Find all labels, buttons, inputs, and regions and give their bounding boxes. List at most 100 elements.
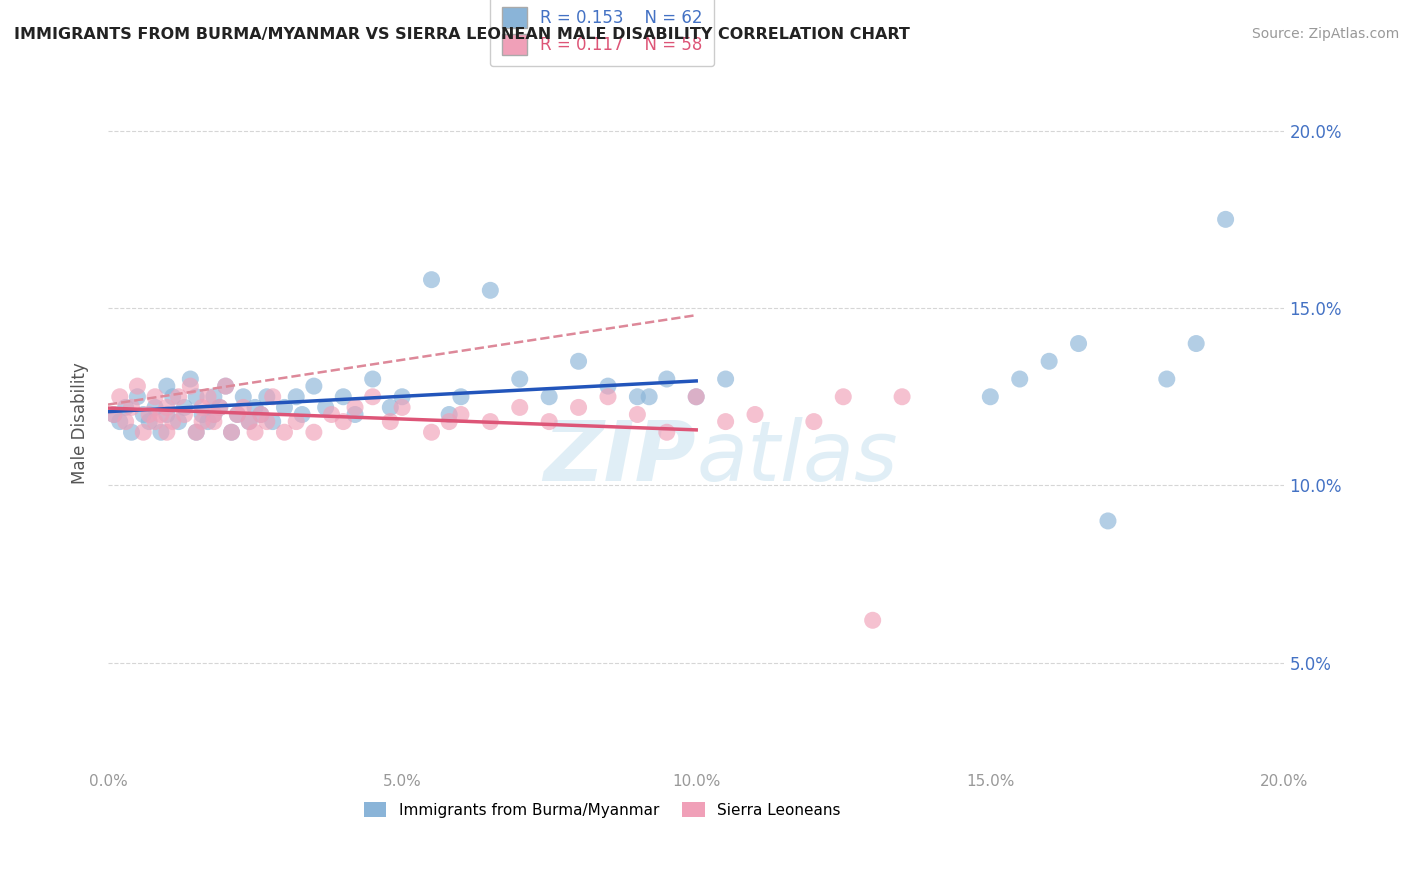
Point	[167, 415, 190, 429]
Point	[538, 390, 561, 404]
Point	[162, 415, 184, 429]
Point	[149, 425, 172, 440]
Point	[256, 390, 278, 404]
Point	[315, 401, 337, 415]
Point	[1008, 372, 1031, 386]
Point	[273, 401, 295, 415]
Point	[344, 408, 367, 422]
Point	[744, 408, 766, 422]
Point	[380, 401, 402, 415]
Point	[156, 408, 179, 422]
Point	[479, 283, 502, 297]
Point	[121, 425, 143, 440]
Text: IMMIGRANTS FROM BURMA/MYANMAR VS SIERRA LEONEAN MALE DISABILITY CORRELATION CHAR: IMMIGRANTS FROM BURMA/MYANMAR VS SIERRA …	[14, 27, 910, 42]
Point	[114, 401, 136, 415]
Text: Source: ZipAtlas.com: Source: ZipAtlas.com	[1251, 27, 1399, 41]
Point	[143, 415, 166, 429]
Point	[832, 390, 855, 404]
Point	[149, 408, 172, 422]
Point	[302, 379, 325, 393]
Point	[638, 390, 661, 404]
Point	[803, 415, 825, 429]
Point	[509, 372, 531, 386]
Point	[202, 415, 225, 429]
Point	[479, 415, 502, 429]
Point	[156, 401, 179, 415]
Point	[202, 408, 225, 422]
Point	[979, 390, 1001, 404]
Point	[191, 401, 214, 415]
Point	[437, 415, 460, 429]
Point	[103, 408, 125, 422]
Point	[162, 390, 184, 404]
Point	[132, 425, 155, 440]
Point	[391, 390, 413, 404]
Point	[285, 415, 308, 429]
Point	[226, 408, 249, 422]
Point	[214, 379, 236, 393]
Point	[291, 408, 314, 422]
Point	[256, 415, 278, 429]
Point	[655, 372, 678, 386]
Point	[420, 425, 443, 440]
Point	[173, 401, 195, 415]
Point	[1156, 372, 1178, 386]
Point	[862, 613, 884, 627]
Point	[127, 379, 149, 393]
Point	[714, 372, 737, 386]
Point	[450, 408, 472, 422]
Text: atlas: atlas	[696, 417, 898, 499]
Point	[332, 390, 354, 404]
Point	[250, 408, 273, 422]
Point	[332, 415, 354, 429]
Point	[127, 390, 149, 404]
Point	[655, 425, 678, 440]
Point	[238, 415, 260, 429]
Point	[191, 408, 214, 422]
Point	[156, 379, 179, 393]
Point	[191, 415, 214, 429]
Point	[1185, 336, 1208, 351]
Point	[344, 401, 367, 415]
Point	[208, 401, 231, 415]
Point	[1038, 354, 1060, 368]
Point	[202, 390, 225, 404]
Point	[891, 390, 914, 404]
Point	[186, 425, 208, 440]
Point	[420, 273, 443, 287]
Text: ZIP: ZIP	[544, 417, 696, 499]
Point	[108, 415, 131, 429]
Point	[156, 425, 179, 440]
Point	[380, 415, 402, 429]
Point	[208, 401, 231, 415]
Point	[232, 401, 254, 415]
Point	[232, 390, 254, 404]
Point	[108, 390, 131, 404]
Point	[262, 390, 284, 404]
Point	[243, 425, 266, 440]
Point	[685, 390, 707, 404]
Point	[238, 415, 260, 429]
Point	[321, 408, 343, 422]
Point	[596, 379, 619, 393]
Point	[186, 425, 208, 440]
Point	[714, 415, 737, 429]
Point	[143, 401, 166, 415]
Legend: Immigrants from Burma/Myanmar, Sierra Leoneans: Immigrants from Burma/Myanmar, Sierra Le…	[357, 796, 846, 824]
Point	[138, 415, 160, 429]
Point	[596, 390, 619, 404]
Point	[437, 408, 460, 422]
Point	[302, 425, 325, 440]
Point	[626, 408, 648, 422]
Point	[567, 401, 589, 415]
Point	[391, 401, 413, 415]
Point	[567, 354, 589, 368]
Point	[143, 390, 166, 404]
Point	[361, 390, 384, 404]
Point	[179, 372, 201, 386]
Point	[214, 379, 236, 393]
Point	[1097, 514, 1119, 528]
Point	[132, 408, 155, 422]
Point	[114, 415, 136, 429]
Point	[197, 415, 219, 429]
